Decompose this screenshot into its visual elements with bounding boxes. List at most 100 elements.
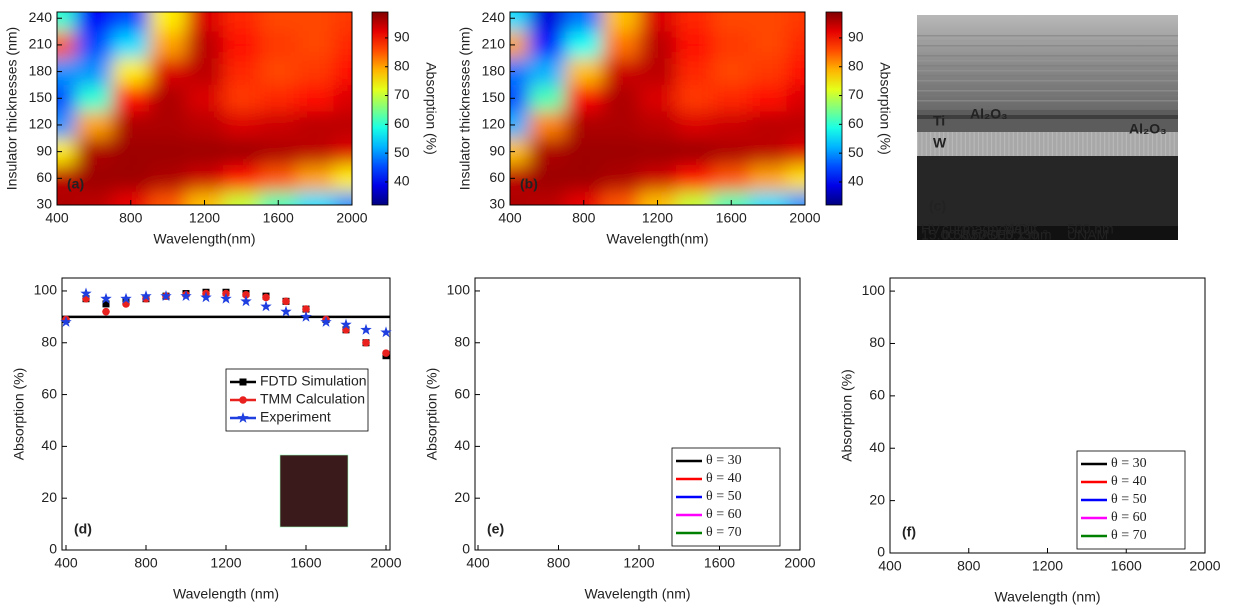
sem-column [1125,132,1127,156]
x-tick-label: 1200 [1032,558,1063,574]
y-tick-label: 60 [41,385,57,401]
sem-column [1012,132,1014,156]
heatmap-cell [565,164,604,193]
sem-texture [917,80,1178,82]
heatmap-cell [186,58,224,86]
heatmap-cell [75,31,114,60]
heatmap-cell [749,191,788,205]
heatmap-cell [602,84,641,113]
sem-column [982,132,984,156]
heatmap-cell [786,111,805,140]
sem-substrate [917,156,1178,226]
heatmap-cell [510,111,530,140]
heatmap-cell [712,191,751,205]
layer-label: Al₂O₃ [970,106,1008,122]
sem-column [1112,132,1114,156]
heatmap-cell [712,12,751,33]
heatmap-cell [528,84,567,113]
heatmap-cell [749,84,788,113]
y-tick-label: 0 [877,544,885,560]
marker [180,290,192,301]
sem-column [1060,132,1062,156]
x-tick-label: 2000 [1189,558,1220,574]
y-tick-label: 90 [36,142,52,158]
heatmap-cell [222,84,261,113]
sem-column [964,132,967,156]
colorbar-tick-label: 60 [394,115,410,131]
heatmap-cell [296,12,335,33]
sem-ti-layer [917,115,1178,119]
heatmap-cell [75,84,114,113]
x-axis-title: Wavelength (nm) [994,589,1100,605]
heatmap-cell [259,138,298,166]
heatmap-cell [112,138,151,166]
heatmap-cell [528,191,567,205]
heatmap-cell [565,58,604,86]
marker [237,412,249,423]
sem-column [1030,132,1032,156]
y-tick-label: 210 [29,36,53,52]
heatmap-cell [259,12,298,33]
sem-column [1099,132,1101,156]
heatmap-cell [57,31,77,60]
sem-column [1134,132,1136,156]
y-tick-label: 180 [482,62,506,78]
heatmap-cell [786,12,805,33]
marker [240,295,252,307]
y-tick-label: 40 [869,439,885,455]
heatmap-cell [786,31,805,60]
x-tick-label: 400 [54,555,78,571]
heatmap-cell [528,164,567,193]
heatmap-cell [149,84,188,113]
heatmap-cell [75,12,114,33]
marker [80,287,92,299]
x-tick-label: 1600 [716,210,747,226]
marker [242,291,250,299]
panel-label: (f) [902,524,916,540]
layer-label: W [933,135,947,151]
sem-texture [917,70,1178,72]
colorbar-tick-label: 40 [394,173,410,189]
sem-column [1047,132,1049,156]
heatmap-cell [333,164,352,193]
marker [239,378,247,386]
marker [320,316,332,327]
info-text: 150 000 x [963,227,1025,243]
marker [140,290,152,301]
y-tick-label: 240 [482,9,506,25]
panel-label: (a) [67,176,84,192]
y-tick-label: 100 [862,282,886,298]
marker [60,316,72,327]
info-text: mode [987,221,1022,237]
sem-texture [917,75,1178,77]
heatmap-cell [112,84,151,113]
heatmap-cell [528,111,567,140]
sem-column [938,132,940,156]
heatmap-cell [222,31,261,60]
sem-column [1164,132,1167,156]
heatmap-cell [602,58,641,86]
heatmap-cell [333,12,352,33]
y-tick-label: 0 [462,541,470,557]
heatmap-cell [602,164,641,193]
sem-column [1004,132,1006,156]
sem-column [1130,132,1132,156]
sem-column [960,132,962,156]
marker [120,292,132,304]
heatmap-cell [57,138,77,166]
heatmap-cell [112,191,151,205]
heatmap-cell [786,164,805,193]
heatmap-cell [259,111,298,140]
heatmap-cell [639,111,677,140]
x-axis-title: Wavelength(nm) [153,231,255,247]
sem-texture [917,40,1178,42]
heatmap-cell [222,164,261,193]
heatmap-cell [296,191,335,205]
heatmap-cell [712,31,751,60]
sem-column [917,132,919,156]
marker [362,338,370,347]
colorbar-tick-label: 50 [848,144,864,160]
x-tick-label: 400 [45,210,69,226]
sem-column [969,132,971,156]
heatmap-cell [565,31,604,60]
